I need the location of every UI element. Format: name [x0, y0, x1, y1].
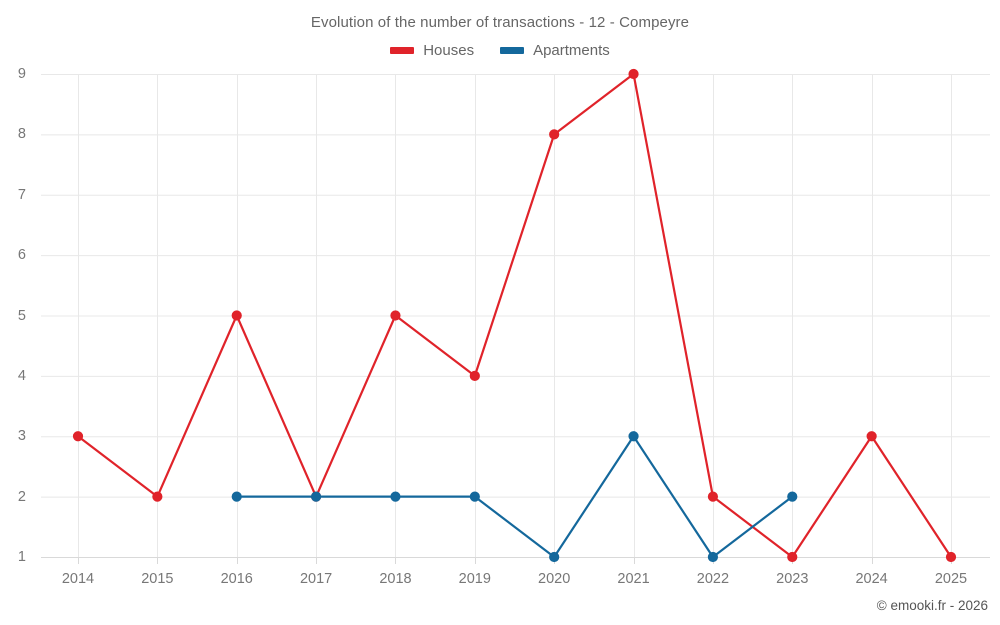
data-point-apartments[interactable]: [707, 551, 719, 563]
legend-label-apartments: Apartments: [533, 42, 610, 59]
data-point-houses[interactable]: [707, 491, 719, 502]
series-line-houses: [76, 72, 953, 559]
chart-legend: Houses Apartments: [0, 42, 1000, 59]
legend-swatch-icon-houses: [390, 47, 415, 54]
data-point-houses[interactable]: [390, 310, 401, 321]
data-point-houses[interactable]: [945, 551, 957, 563]
data-point-apartments[interactable]: [549, 551, 560, 563]
legend-swatch-icon-apartments: [500, 47, 525, 54]
legend-item-apartments[interactable]: Apartments: [500, 42, 610, 59]
chart-title: Evolution of the number of transactions …: [310, 14, 690, 31]
data-point-houses[interactable]: [787, 551, 798, 563]
data-point-houses[interactable]: [152, 491, 163, 502]
data-point-houses[interactable]: [866, 431, 877, 442]
copyright-credit: © emooki.fr - 2026: [876, 598, 988, 613]
data-point-houses[interactable]: [231, 310, 242, 321]
data-point-houses[interactable]: [72, 431, 84, 442]
data-point-apartments[interactable]: [231, 491, 242, 502]
data-point-houses[interactable]: [549, 129, 560, 140]
data-point-apartments[interactable]: [787, 491, 798, 502]
data-point-apartments[interactable]: [628, 431, 639, 442]
data-point-apartments[interactable]: [310, 491, 322, 502]
legend-label-houses: Houses: [423, 42, 475, 59]
series-line-apartments: [235, 435, 794, 559]
data-point-apartments[interactable]: [390, 491, 401, 502]
data-point-houses[interactable]: [628, 68, 639, 80]
data-point-apartments[interactable]: [469, 491, 480, 502]
data-point-houses[interactable]: [469, 370, 480, 381]
legend-item-houses[interactable]: Houses: [390, 42, 474, 59]
